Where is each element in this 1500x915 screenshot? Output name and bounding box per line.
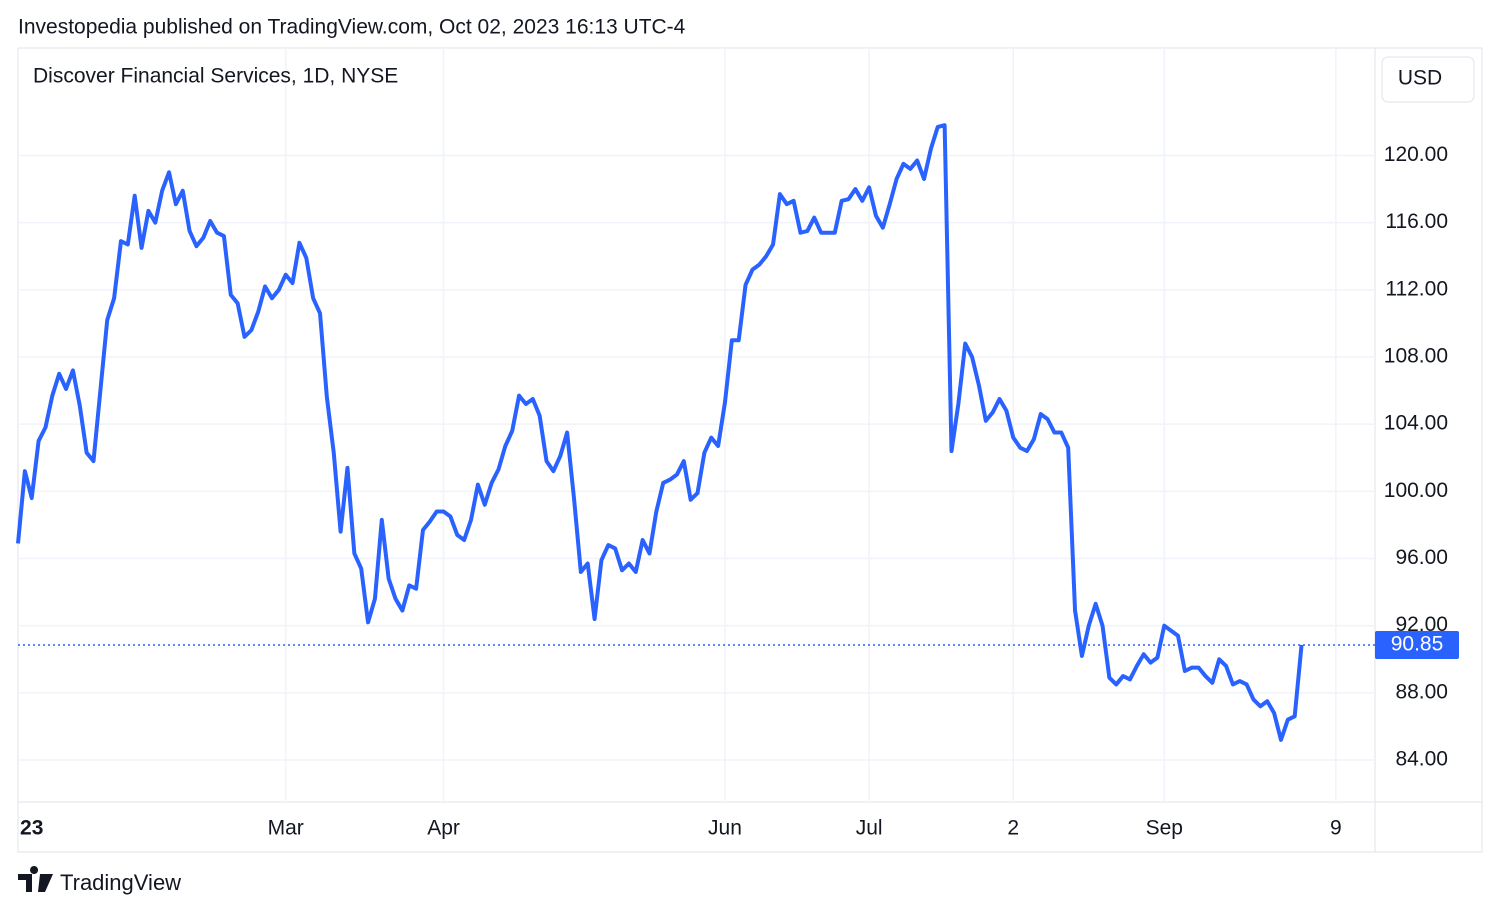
y-tick-label: 84.00 [1395, 748, 1448, 771]
y-tick-label: 100.00 [1384, 479, 1448, 502]
x-tick-label: Mar [268, 817, 304, 840]
x-tick-label: 23 [20, 817, 43, 840]
y-tick-label: 120.00 [1384, 143, 1448, 166]
x-tick-label: Jun [708, 817, 742, 840]
grid [18, 48, 1375, 802]
x-tick-label: Sep [1146, 817, 1183, 840]
y-tick-label: 96.00 [1395, 546, 1448, 569]
y-tick-label: 112.00 [1385, 277, 1448, 300]
x-tick-label: Apr [427, 817, 460, 840]
currency-button[interactable] [1381, 56, 1475, 103]
price-line [16, 123, 1304, 742]
x-tick-label: 2 [1007, 817, 1019, 840]
y-tick-label: 108.00 [1384, 345, 1448, 368]
header: Investopedia published on TradingView.co… [18, 16, 686, 39]
y-tick-label: 104.00 [1384, 412, 1448, 435]
last-price-badge [1375, 630, 1459, 659]
y-tick-label: 116.00 [1385, 210, 1448, 233]
footer: TradingView [60, 870, 181, 895]
y-tick-label: 92.00 [1395, 613, 1448, 636]
x-tick-label: Jul [856, 817, 883, 840]
frame [17, 47, 1483, 853]
y-tick-label: 88.00 [1395, 680, 1448, 703]
currency-label: USD [1398, 67, 1442, 90]
logo-icon [18, 866, 53, 892]
chart-title: Discover Financial Services, 1D, NYSE [33, 65, 398, 88]
x-tick-label: 9 [1330, 817, 1342, 840]
last-price-label: 90.85 [1391, 633, 1444, 656]
logo: TradingView [18, 866, 181, 895]
